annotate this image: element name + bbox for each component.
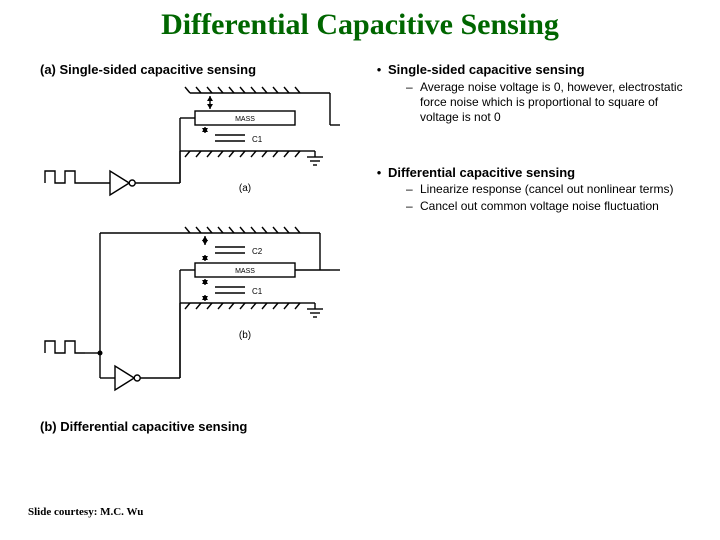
bullet-block-2: • Differential capacitive sensing Linear…	[370, 165, 700, 215]
svg-text:MASS: MASS	[235, 116, 255, 123]
bullet-2-item: Cancel out common voltage noise fluctuat…	[406, 199, 700, 214]
bullet-1-items: Average noise voltage is 0, however, ele…	[370, 80, 700, 125]
bullet-2-item: Linearize response (cancel out nonlinear…	[406, 182, 700, 197]
svg-text:(b): (b)	[239, 330, 251, 341]
footer-credit: Slide courtesy: M.C. Wu	[28, 506, 143, 518]
svg-text:C1: C1	[252, 287, 263, 296]
bullet-icon: •	[370, 62, 388, 78]
svg-text:MASS: MASS	[235, 268, 255, 275]
bullet-block-1: • Single-sided capacitive sensing Averag…	[370, 62, 700, 125]
svg-text:C2: C2	[252, 247, 263, 256]
svg-text:C1: C1	[252, 135, 263, 144]
bullet-2-items: Linearize response (cancel out nonlinear…	[370, 182, 700, 214]
diagram-a: MASS C1 (a)	[40, 83, 340, 223]
content-row: (a) Single-sided capacitive sensing MASS…	[0, 42, 720, 440]
bullet-heading-1: Single-sided capacitive sensing	[388, 62, 585, 77]
diagram-b: C2 MASS C1 (b)	[40, 223, 340, 413]
diagram-b-label: (b) Differential capacitive sensing	[40, 419, 360, 434]
right-column: • Single-sided capacitive sensing Averag…	[360, 62, 700, 440]
svg-text:(a): (a)	[239, 183, 251, 194]
diagram-a-label: (a) Single-sided capacitive sensing	[40, 62, 360, 77]
left-column: (a) Single-sided capacitive sensing MASS…	[40, 62, 360, 440]
slide-title: Differential Capacitive Sensing	[0, 0, 720, 42]
bullet-heading-2: Differential capacitive sensing	[388, 165, 575, 180]
bullet-1-item: Average noise voltage is 0, however, ele…	[406, 80, 700, 125]
bullet-icon: •	[370, 165, 388, 181]
